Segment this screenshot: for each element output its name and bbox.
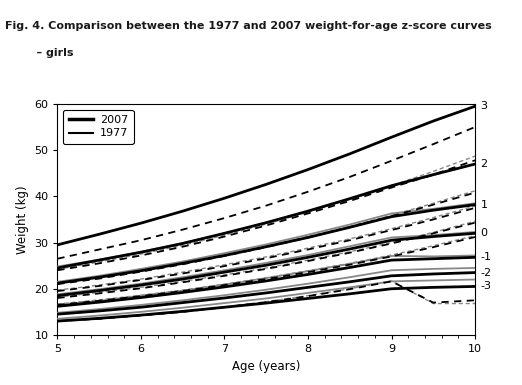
Y-axis label: Weight (kg): Weight (kg) [16, 185, 29, 254]
Text: -3: -3 [481, 281, 492, 291]
Text: 2: 2 [481, 159, 488, 169]
Text: 3: 3 [481, 101, 488, 111]
X-axis label: Age (years): Age (years) [232, 360, 300, 373]
Text: -1: -1 [481, 252, 492, 262]
Text: Fig. 4. Comparison between the 1977 and 2007 weight-for-age z-score curves: Fig. 4. Comparison between the 1977 and … [5, 21, 492, 31]
Legend: 2007, 1977: 2007, 1977 [63, 109, 134, 144]
Text: 0: 0 [481, 228, 488, 238]
Text: – girls: – girls [21, 48, 74, 58]
Text: 1: 1 [481, 200, 488, 210]
Text: -2: -2 [481, 268, 492, 278]
